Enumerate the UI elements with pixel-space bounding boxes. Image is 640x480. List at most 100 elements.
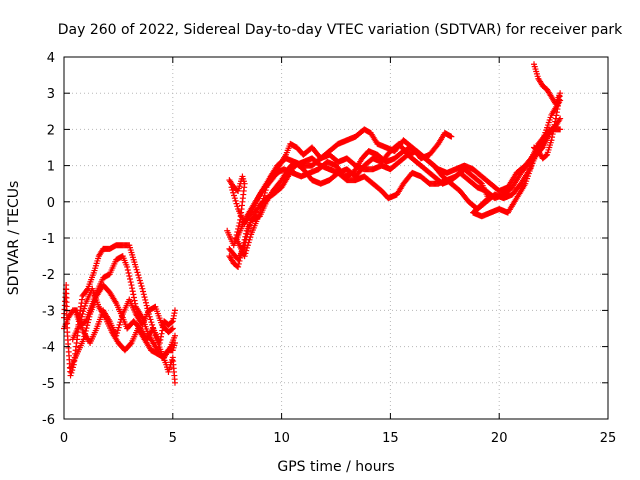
y-tick-label: 1 [47,160,55,175]
data-point [235,263,242,270]
data-point [130,294,137,301]
grid-lines [64,57,608,419]
data-point [143,302,150,309]
data-point [557,126,564,133]
data-point [241,242,248,249]
data-point [171,332,178,339]
y-axis-label: SDTVAR / TECUs [6,181,22,296]
data-point [130,291,137,298]
data-point [134,269,141,276]
data-point [228,184,235,191]
data-point [139,285,146,292]
data-point [67,372,74,379]
data-point [550,124,557,131]
data-point [230,189,237,196]
data-point [242,239,249,246]
x-tick-label: 15 [382,431,399,446]
data-point [118,316,125,323]
data-point [549,131,556,138]
y-tick-label: -6 [42,413,55,428]
data-point [169,325,176,332]
data-point [131,297,138,304]
data-point [86,313,93,320]
data-point [84,286,91,293]
data-point [128,282,135,289]
data-point [68,369,75,376]
data-point [552,118,559,125]
data-point [132,263,139,270]
data-point [244,230,251,237]
data-point [135,272,142,279]
x-tick-label: 25 [600,431,617,446]
data-point [171,379,178,386]
data-point [127,341,134,348]
y-tick-label: -3 [42,304,55,319]
data-point [229,187,236,194]
data-point [235,260,242,267]
x-tick-label: 5 [169,431,177,446]
data-point [129,285,136,292]
y-tick-label: 3 [47,87,55,102]
data-point [124,263,131,270]
data-point [140,288,147,295]
data-point [85,316,92,323]
data-point [549,134,556,141]
data-point [531,145,538,152]
data-point [551,121,558,128]
data-point [232,197,239,204]
data-point [114,330,121,337]
data-point [84,322,91,329]
data-point [140,291,147,298]
data-point [127,279,134,286]
data-point [118,313,125,320]
chart-title: Day 260 of 2022, Sidereal Day-to-day VTE… [58,22,623,38]
data-point [141,294,148,301]
data-point [142,299,149,306]
data-point [148,319,155,326]
data-point [81,305,88,312]
data-point [142,296,149,303]
data-point [243,236,250,243]
data-point [84,319,91,326]
data-point [246,222,253,229]
data-point [234,203,241,210]
data-point [247,219,254,226]
data-point [149,321,156,328]
data-point [448,133,455,140]
data-point [157,333,164,340]
y-tick-label: 2 [47,123,55,138]
data-point [243,247,250,254]
axis-ticks: 0 5 10 15 20 25 -6 -5 -4 -3 -2 -1 0 1 2 3 4 [42,51,616,446]
y-tick-label: -2 [42,268,55,283]
data-point [133,266,140,273]
data-point [245,228,252,235]
data-point [79,311,86,318]
data-point [81,302,88,309]
data-point [243,233,250,240]
data-point [168,326,175,333]
data-point [115,324,122,331]
data-point [231,192,237,199]
x-tick-label: 10 [273,431,290,446]
data-point [127,276,134,283]
data-point [231,195,238,202]
data-point [233,200,240,207]
data-point [531,144,538,151]
y-tick-label: -4 [42,341,55,356]
data-point [117,319,124,326]
data-point [158,330,165,337]
data-point [126,273,133,280]
data-point [550,127,557,134]
x-tick-label: 0 [60,431,68,446]
data-point [552,115,559,122]
data-point [156,339,163,346]
x-axis-label: GPS time / hours [277,459,394,475]
data-series [61,61,564,386]
data-point [157,336,164,343]
data-point [147,316,154,323]
y-tick-label: -1 [42,232,55,247]
data-point [125,269,132,276]
x-tick-label: 20 [491,431,508,446]
